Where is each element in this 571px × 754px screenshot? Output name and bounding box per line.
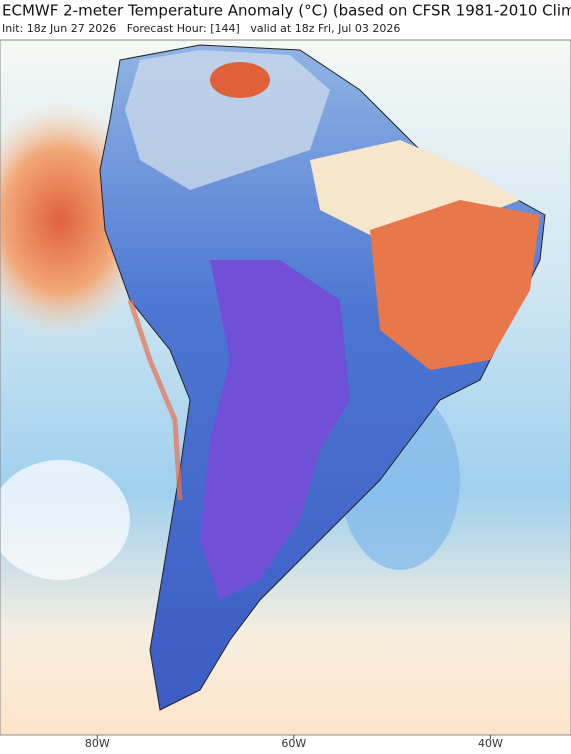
x-tick-label: 80W [85, 737, 110, 750]
subtitle: Init: 18z Jun 27 2026 Forecast Hour: [14… [2, 22, 400, 35]
warm-anomaly [370, 200, 540, 370]
title: ECMWF 2-meter Temperature Anomaly (°C) (… [2, 2, 571, 20]
warm-anomaly [210, 62, 270, 98]
warm-anomaly [127, 299, 183, 501]
north-region [125, 50, 330, 190]
map [0, 39, 571, 736]
x-tick-label: 40W [478, 737, 503, 750]
x-tick-label: 60W [281, 737, 306, 750]
neutral-area [0, 460, 130, 580]
cold-anomaly [200, 260, 350, 600]
map-frame [0, 39, 571, 736]
